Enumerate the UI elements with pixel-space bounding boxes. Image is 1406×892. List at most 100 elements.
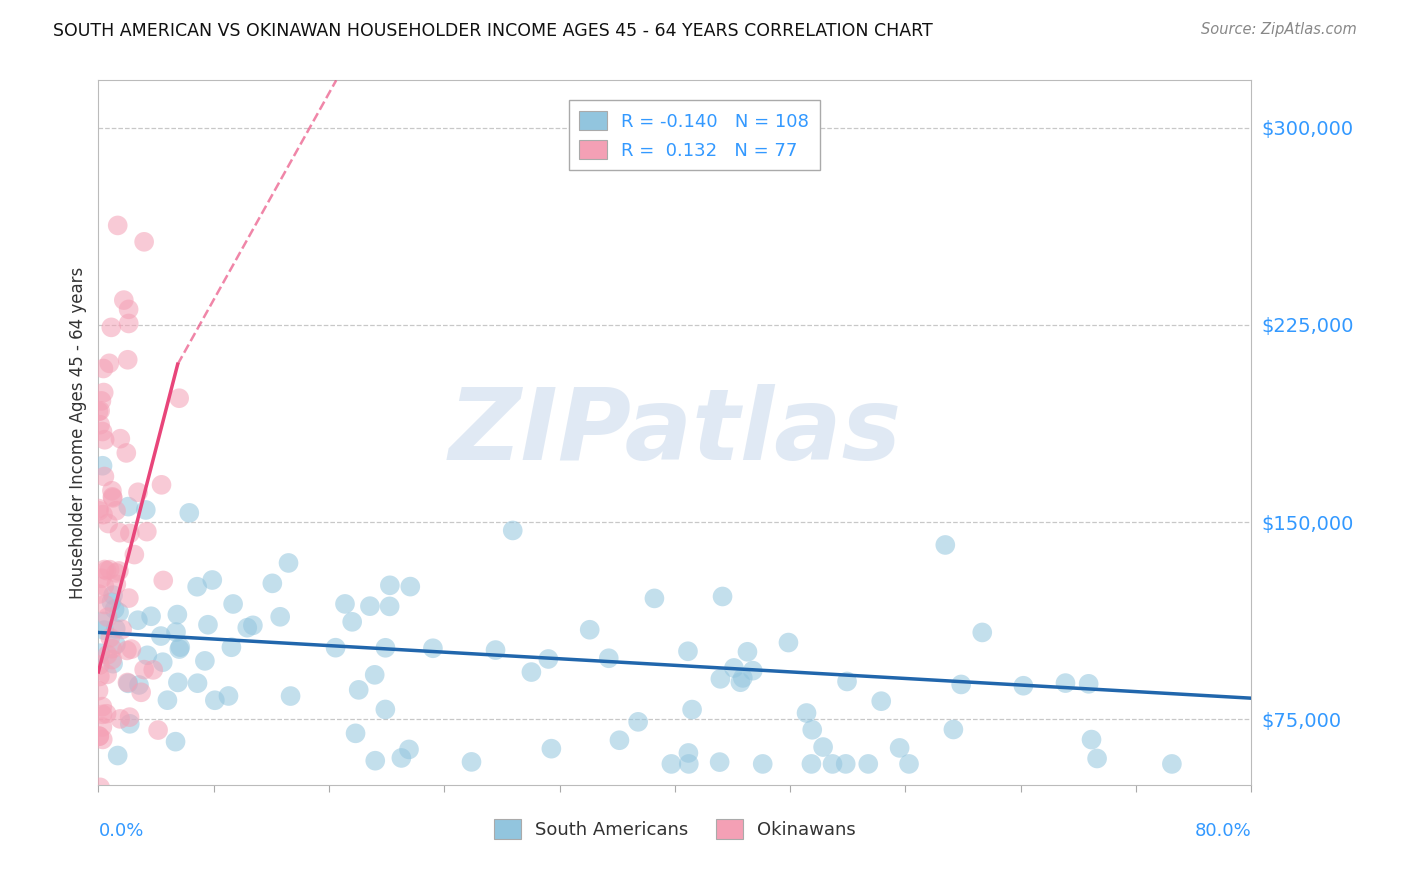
Point — [858, 756, 880, 771]
Point — [89, 669, 111, 683]
Point — [737, 645, 759, 659]
Point — [103, 602, 125, 616]
Point — [87, 404, 110, 418]
Y-axis label: Householder Income Ages 45 - 64 years: Householder Income Ages 45 - 64 years — [69, 267, 87, 599]
Point — [152, 655, 174, 669]
Point — [89, 729, 111, 743]
Point — [364, 754, 387, 768]
Point — [89, 646, 111, 660]
Point — [96, 564, 118, 578]
Point — [204, 693, 226, 707]
Point — [731, 671, 754, 685]
Point — [111, 623, 134, 637]
Point — [89, 504, 111, 518]
Point — [502, 524, 524, 538]
Point — [96, 667, 118, 681]
Point — [186, 676, 208, 690]
Point — [91, 732, 114, 747]
Point — [98, 799, 121, 814]
Point — [1012, 679, 1035, 693]
Point — [91, 425, 114, 439]
Point — [169, 640, 191, 654]
Point — [1080, 732, 1102, 747]
Point — [166, 607, 188, 622]
Text: 0.0%: 0.0% — [98, 822, 143, 839]
Point — [730, 675, 752, 690]
Point — [118, 591, 141, 605]
Point — [105, 504, 128, 518]
Point — [98, 356, 121, 370]
Point — [709, 755, 731, 769]
Point — [801, 723, 824, 737]
Point — [678, 756, 700, 771]
Point — [934, 538, 956, 552]
Point — [117, 302, 139, 317]
Point — [101, 588, 124, 602]
Point — [118, 716, 141, 731]
Point — [796, 706, 818, 720]
Point — [101, 652, 124, 666]
Point — [104, 638, 127, 652]
Point — [484, 643, 506, 657]
Point — [93, 562, 115, 576]
Text: 80.0%: 80.0% — [1195, 822, 1251, 839]
Point — [89, 780, 111, 795]
Point — [146, 723, 169, 737]
Point — [89, 404, 111, 418]
Point — [89, 729, 111, 743]
Point — [120, 642, 142, 657]
Point — [91, 707, 114, 722]
Point — [108, 606, 131, 620]
Point — [117, 352, 139, 367]
Point — [108, 525, 131, 540]
Point — [105, 566, 128, 580]
Point — [93, 469, 115, 483]
Point — [90, 393, 112, 408]
Point — [242, 618, 264, 632]
Point — [115, 446, 138, 460]
Point — [218, 689, 240, 703]
Point — [110, 432, 132, 446]
Point — [101, 491, 124, 505]
Point — [118, 317, 141, 331]
Point — [136, 648, 159, 663]
Point — [520, 665, 543, 679]
Point — [540, 741, 562, 756]
Point — [898, 756, 921, 771]
Point — [108, 564, 131, 578]
Point — [117, 500, 139, 514]
Point — [378, 599, 401, 614]
Point — [741, 664, 763, 678]
Point — [800, 756, 823, 771]
Point — [537, 652, 560, 666]
Point — [97, 516, 120, 531]
Point — [101, 657, 124, 671]
Point — [186, 580, 208, 594]
Point — [112, 293, 135, 307]
Point — [221, 640, 243, 655]
Point — [104, 622, 127, 636]
Point — [398, 742, 420, 756]
Point — [93, 615, 115, 629]
Point — [835, 674, 858, 689]
Point — [90, 799, 112, 814]
Point — [101, 641, 124, 656]
Point — [117, 675, 139, 690]
Point — [152, 574, 174, 588]
Point — [723, 661, 745, 675]
Legend: South Americans, Okinawans: South Americans, Okinawans — [486, 812, 863, 847]
Point — [96, 706, 118, 721]
Point — [711, 590, 734, 604]
Point — [280, 689, 302, 703]
Point — [942, 723, 965, 737]
Point — [149, 629, 172, 643]
Point — [678, 746, 700, 760]
Point — [139, 609, 162, 624]
Text: ZIPatlas: ZIPatlas — [449, 384, 901, 481]
Point — [134, 235, 156, 249]
Point — [325, 640, 347, 655]
Point — [609, 733, 631, 747]
Point — [91, 720, 114, 734]
Point — [90, 571, 112, 585]
Point — [165, 734, 187, 748]
